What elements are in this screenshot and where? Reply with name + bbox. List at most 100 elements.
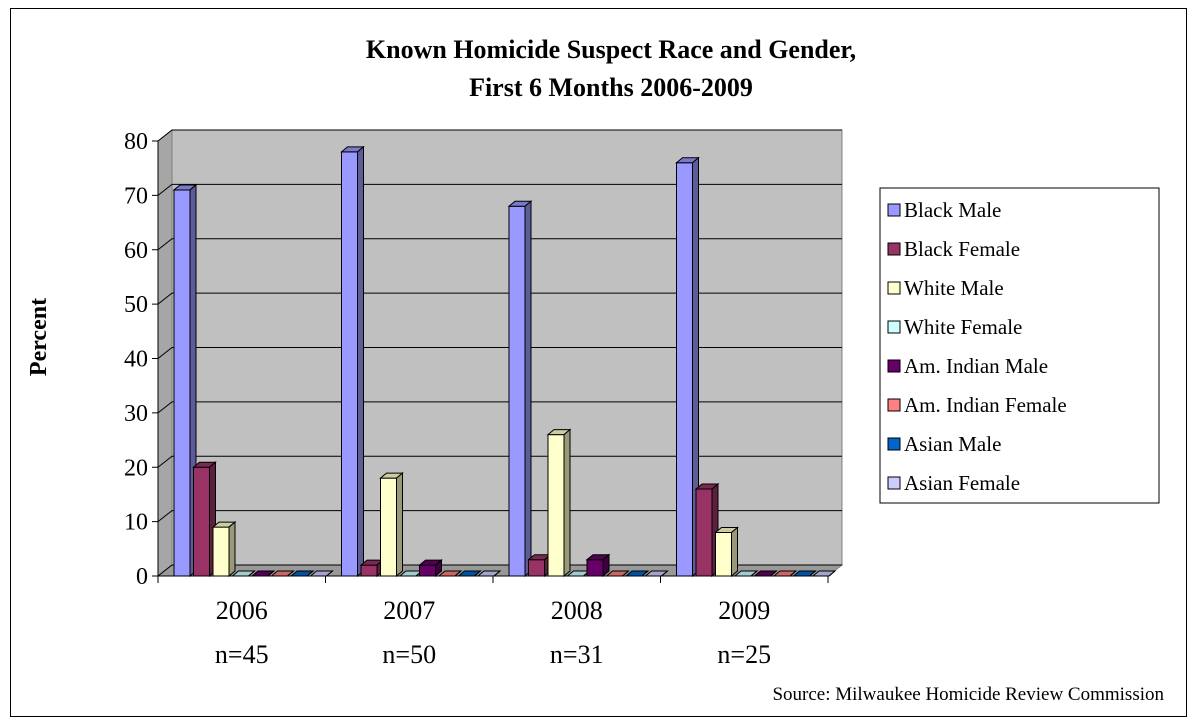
bar [211,520,237,578]
bar-front [173,189,191,577]
bar-side [474,570,481,577]
x-sublabel: n=50 [382,640,436,669]
bar-side [267,570,275,577]
bar-front [586,559,604,577]
bar-front [695,488,713,577]
y-axis-ticks: 0 10 20 30 40 50 60 70 80 [124,129,158,590]
legend-swatch [887,203,901,217]
bar-side [493,570,501,577]
x-tick-label: 2006 [216,596,268,625]
legend-swatch [887,281,901,295]
legend-label: Am. Indian Female [904,393,1067,417]
bar-side [287,570,294,577]
bar [753,570,778,577]
bar-side [326,570,333,577]
bar [624,570,650,577]
bar [714,526,739,578]
legend-swatch [887,437,901,451]
bar-front [360,564,378,577]
bar-side [809,570,816,577]
bar [340,145,365,578]
legend-label: White Female [904,315,1022,339]
bar [457,570,482,577]
gridline [157,510,842,523]
bar [644,570,669,577]
legend-label: Am. Indian Male [904,354,1048,378]
bar [231,570,256,577]
bar [270,570,295,577]
bar [733,570,759,577]
bars [172,145,837,578]
bar [172,183,198,578]
gridline [157,238,842,251]
bar [546,428,572,578]
bar [585,553,611,578]
bar [359,559,385,578]
bar-side [789,570,797,577]
x-tick-label: 2009 [718,596,770,625]
bar-side [524,200,532,578]
bar [437,570,463,577]
bar-front [341,151,358,577]
y-tick-label: 80 [124,129,148,155]
x-sublabel: n=31 [550,640,604,669]
x-sublabel: n=45 [215,640,269,669]
bar-side [661,570,668,577]
x-tick-label: 2007 [383,596,435,625]
bar-side [770,570,777,577]
gridline [157,183,842,196]
legend-label: Asian Male [904,432,1001,456]
gridline [157,455,842,468]
bar-side [750,570,758,577]
bar-front [547,434,565,577]
bar-side [435,559,442,578]
y-tick-label: 70 [124,183,148,209]
bar [811,570,837,577]
gridline [157,401,842,414]
bar-front [676,162,693,577]
gridline [157,129,842,142]
bar [192,461,217,578]
x-sublabel: n=25 [717,640,771,669]
bar-front [419,564,436,577]
gridline [157,347,842,359]
y-tick-label: 30 [124,401,148,427]
bar [507,200,533,578]
gridline [157,292,842,305]
bar [379,472,404,578]
x-tick-label: 2008 [551,596,603,625]
gridline [157,564,842,577]
legend-label: Black Male [904,198,1001,222]
x-axis-labels: 2006 n=45 2007 n=50 2008 n=31 2009 n=25 [157,576,829,669]
bar [309,570,334,577]
y-tick-label: 0 [136,564,148,590]
bar-front [508,205,526,577]
bar-side [454,570,462,577]
legend-box [879,187,1160,504]
legend-label: White Male [904,276,1004,300]
legend-swatch [887,320,901,334]
bar [772,570,798,577]
bar-front [715,532,732,577]
bar-side [622,570,629,577]
bar [605,570,630,577]
bar-front [193,466,210,577]
bar-side [602,553,610,578]
bar-side [228,520,236,578]
bar-side [396,472,403,578]
bar [527,553,552,578]
bar [476,570,502,577]
y-tick-label: 50 [124,292,148,318]
bar [675,156,700,578]
bar [694,482,720,578]
gridlines [157,129,842,577]
bar-front [380,477,397,577]
legend: Black Male Black Female White Male White Fe… [879,187,1160,504]
y-tick-label: 20 [124,455,148,481]
bar [418,559,443,578]
legend-swatch [887,398,901,412]
legend-label: Black Female [904,237,1020,261]
bar-front [212,526,230,577]
bar-side [641,570,649,577]
